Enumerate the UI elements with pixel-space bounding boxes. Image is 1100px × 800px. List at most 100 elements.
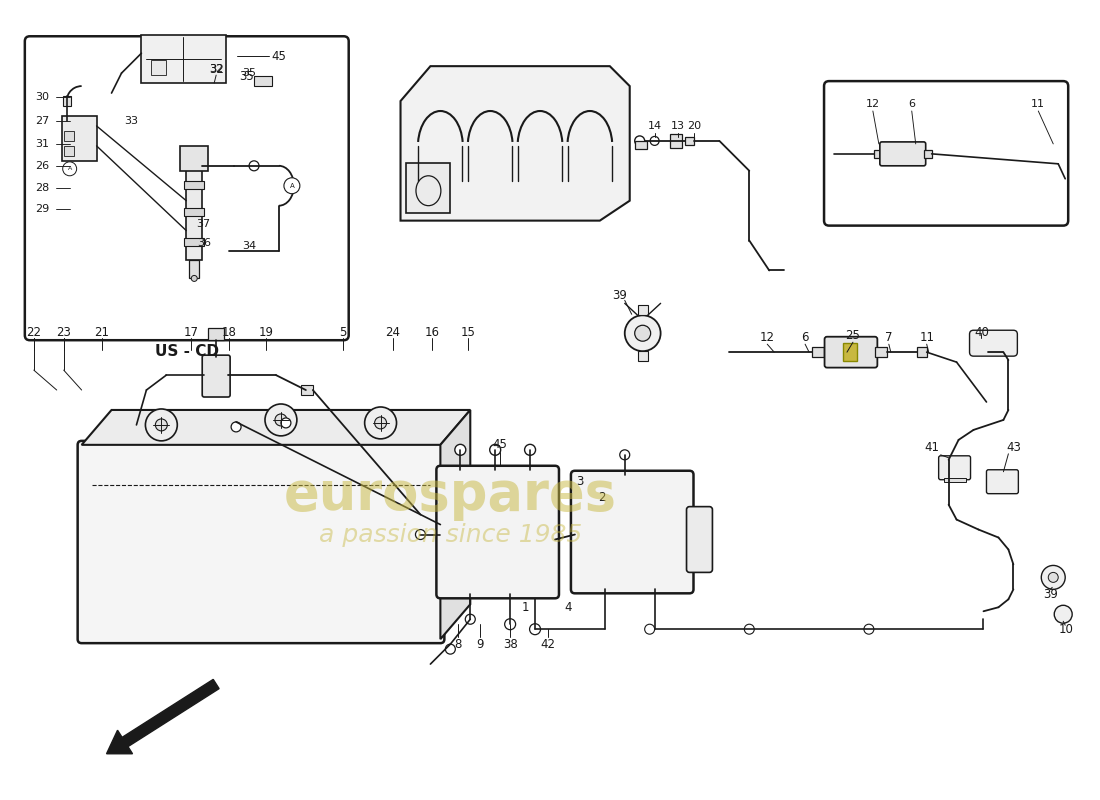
Text: 19: 19: [258, 326, 274, 338]
Text: 41: 41: [924, 442, 939, 454]
FancyBboxPatch shape: [202, 355, 230, 397]
Circle shape: [265, 404, 297, 436]
Circle shape: [275, 414, 287, 426]
Text: 24: 24: [385, 326, 400, 338]
Text: 40: 40: [975, 326, 989, 338]
Polygon shape: [81, 410, 471, 445]
Text: 27: 27: [34, 116, 48, 126]
Circle shape: [231, 422, 241, 432]
Bar: [63, 96, 70, 106]
Text: 13: 13: [671, 121, 684, 131]
Text: 42: 42: [540, 638, 556, 650]
Text: 31: 31: [35, 139, 48, 149]
Circle shape: [490, 444, 500, 455]
Text: 9: 9: [476, 638, 484, 650]
Text: 43: 43: [1005, 442, 1021, 454]
Text: 45: 45: [493, 438, 507, 451]
Text: 5: 5: [339, 326, 346, 338]
Circle shape: [529, 624, 540, 634]
Bar: [189, 261, 199, 278]
Bar: [670, 134, 682, 148]
Text: 21: 21: [95, 326, 109, 338]
Bar: [142, 35, 227, 83]
Circle shape: [864, 624, 873, 634]
Circle shape: [446, 644, 455, 654]
Circle shape: [63, 162, 77, 176]
Text: 36: 36: [197, 238, 211, 247]
Circle shape: [635, 136, 645, 146]
FancyBboxPatch shape: [880, 142, 926, 166]
Text: 30: 30: [35, 92, 48, 102]
Text: 22: 22: [26, 326, 42, 338]
Circle shape: [280, 418, 290, 428]
Text: 18: 18: [222, 326, 236, 338]
Circle shape: [284, 178, 300, 194]
Text: 38: 38: [503, 638, 517, 650]
Circle shape: [145, 409, 177, 441]
FancyBboxPatch shape: [25, 36, 349, 340]
FancyArrow shape: [107, 679, 219, 754]
Circle shape: [249, 161, 258, 170]
Circle shape: [364, 407, 396, 439]
Text: 6: 6: [909, 99, 915, 109]
Text: eurospares: eurospares: [284, 469, 617, 521]
FancyBboxPatch shape: [825, 337, 878, 368]
Bar: [254, 76, 272, 86]
Text: 39: 39: [613, 289, 627, 302]
Text: 26: 26: [35, 161, 48, 171]
Circle shape: [1042, 566, 1065, 590]
Polygon shape: [400, 66, 629, 221]
Text: 2: 2: [598, 491, 606, 504]
Bar: [924, 150, 932, 158]
Bar: [638, 351, 648, 361]
Circle shape: [625, 315, 661, 351]
Text: 32: 32: [209, 64, 223, 74]
Bar: [684, 137, 694, 145]
Text: 16: 16: [425, 326, 440, 338]
Circle shape: [191, 275, 197, 282]
Bar: [62, 116, 97, 161]
Bar: [64, 146, 74, 156]
Text: 11: 11: [920, 330, 934, 344]
FancyBboxPatch shape: [437, 466, 559, 598]
Circle shape: [155, 419, 167, 431]
Bar: [185, 208, 205, 216]
Circle shape: [619, 450, 629, 460]
Circle shape: [645, 624, 654, 634]
Bar: [916, 347, 926, 357]
Circle shape: [505, 618, 516, 630]
Circle shape: [525, 444, 536, 455]
Text: 1: 1: [521, 601, 529, 614]
Bar: [843, 343, 857, 361]
Text: 8: 8: [454, 638, 462, 650]
FancyBboxPatch shape: [987, 470, 1019, 494]
Bar: [185, 238, 205, 246]
Bar: [64, 131, 74, 141]
Text: 35: 35: [239, 70, 253, 82]
Text: 34: 34: [242, 241, 256, 250]
Bar: [944, 478, 966, 482]
Text: A: A: [289, 182, 295, 189]
Circle shape: [375, 417, 386, 429]
Text: 7: 7: [886, 330, 892, 344]
Text: 12: 12: [866, 99, 880, 109]
Bar: [301, 385, 312, 395]
Text: 37: 37: [196, 218, 210, 229]
Text: 20: 20: [688, 121, 702, 131]
Text: 15: 15: [461, 326, 475, 338]
Text: A: A: [67, 166, 72, 171]
Bar: [185, 181, 205, 189]
Bar: [635, 141, 647, 149]
Text: 25: 25: [846, 329, 860, 342]
Text: 3: 3: [576, 475, 584, 488]
Bar: [208, 328, 224, 340]
Text: 35: 35: [242, 68, 256, 78]
Circle shape: [1054, 606, 1072, 623]
Circle shape: [465, 614, 475, 624]
Bar: [873, 150, 882, 158]
Text: US - CD: US - CD: [155, 344, 219, 358]
Bar: [180, 146, 208, 170]
Text: 29: 29: [34, 204, 48, 214]
Circle shape: [745, 624, 755, 634]
Text: 45: 45: [272, 50, 286, 62]
